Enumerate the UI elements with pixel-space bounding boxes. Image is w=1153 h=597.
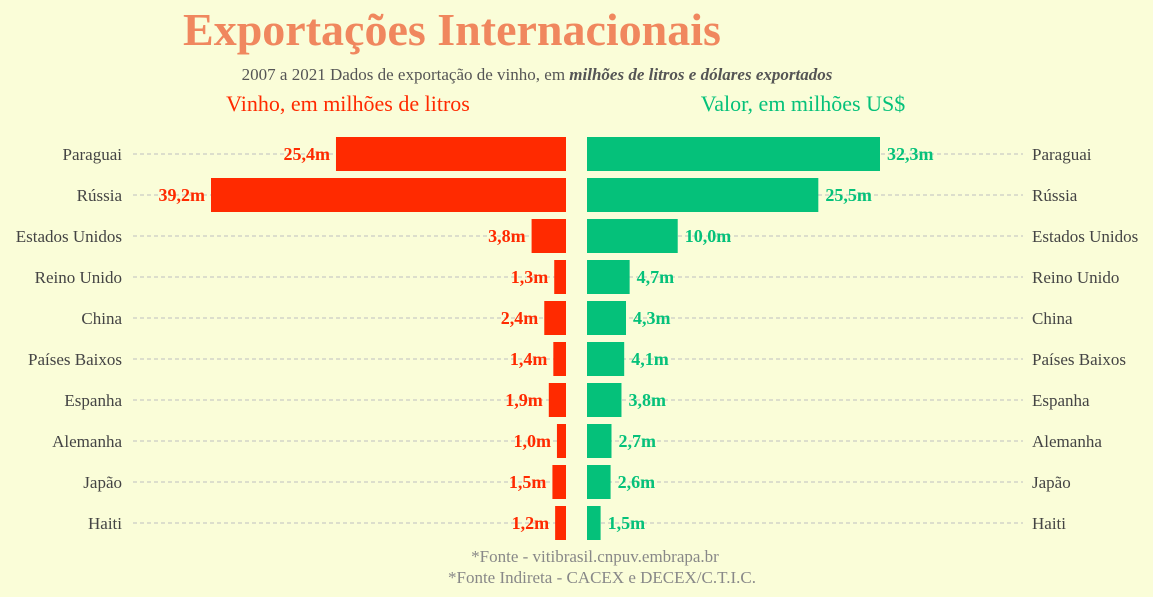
- volume-bar: [552, 465, 566, 499]
- volume-bar: [548, 383, 566, 417]
- volume-data-label: 1,2m: [512, 513, 550, 533]
- value-data-label: 10,0m: [685, 226, 732, 246]
- volume-data-label: 2,4m: [501, 308, 539, 328]
- value-data-label: 1,5m: [608, 513, 646, 533]
- footnote-source: *Fonte - vitibrasil.cnpuv.embrapa.br: [471, 547, 719, 566]
- value-data-label: 2,7m: [618, 431, 656, 451]
- right-category-label: Espanha: [1032, 391, 1090, 410]
- value-bar: [587, 137, 880, 171]
- volume-data-label: 1,3m: [511, 267, 549, 287]
- value-data-label: 3,8m: [628, 390, 666, 410]
- right-category-label: Haiti: [1032, 514, 1066, 533]
- right-category-label: China: [1032, 309, 1073, 328]
- volume-bar: [335, 137, 566, 171]
- value-data-label: 2,6m: [618, 472, 656, 492]
- left-panel-title: Vinho, em milhões de litros: [226, 91, 470, 116]
- right-panel-value: 32,3m Paraguai 25,5m Rússia 10,0m Estados Uni…: [587, 137, 1138, 540]
- right-category-label: Paraguai: [1032, 145, 1092, 164]
- left-category-label: China: [81, 309, 122, 328]
- value-bar: [587, 301, 627, 335]
- value-data-label: 25,5m: [825, 185, 872, 205]
- chart-subtitle: 2007 a 2021 Dados de exportação de vinho…: [242, 65, 833, 84]
- right-category-label: Países Baixos: [1032, 350, 1126, 369]
- volume-data-label: 1,9m: [505, 390, 543, 410]
- value-bar: [587, 506, 601, 540]
- volume-bar: [556, 424, 566, 458]
- left-category-label: Paraguai: [63, 145, 123, 164]
- volume-bar: [553, 342, 566, 376]
- value-data-label: 4,3m: [633, 308, 671, 328]
- value-data-label: 4,1m: [631, 349, 669, 369]
- footnote-indirect-source: *Fonte Indireta - CACEX e DECEX/C.T.I.C.: [448, 568, 756, 587]
- volume-data-label: 1,0m: [513, 431, 551, 451]
- value-bar: [587, 219, 678, 253]
- left-category-label: Reino Unido: [35, 268, 122, 287]
- volume-data-label: 3,8m: [488, 226, 526, 246]
- right-category-label: Estados Unidos: [1032, 227, 1138, 246]
- volume-bar: [531, 219, 566, 253]
- subtitle-prefix: 2007 a 2021 Dados de exportação de vinho…: [242, 65, 570, 84]
- value-bar: [587, 342, 625, 376]
- left-category-label: Estados Unidos: [16, 227, 122, 246]
- volume-data-label: 1,5m: [509, 472, 547, 492]
- subtitle-emphasis: milhões de litros e dólares exportados: [569, 65, 832, 84]
- chart-title: Exportações Internacionais: [183, 4, 721, 55]
- left-category-label: Haiti: [88, 514, 122, 533]
- value-bar: [587, 465, 611, 499]
- value-bar: [587, 260, 630, 294]
- right-category-label: Japão: [1032, 473, 1071, 492]
- left-panel-volume: Paraguai 25,4m Rússia 39,2m Estados Unidos 3,…: [16, 137, 566, 540]
- volume-bar: [554, 260, 566, 294]
- volume-bar: [555, 506, 566, 540]
- value-data-label: 4,7m: [637, 267, 675, 287]
- volume-data-label: 39,2m: [159, 185, 206, 205]
- value-bar: [587, 424, 612, 458]
- right-category-label: Reino Unido: [1032, 268, 1119, 287]
- volume-bar: [544, 301, 566, 335]
- value-bar: [587, 383, 622, 417]
- right-category-label: Alemanha: [1032, 432, 1102, 451]
- left-category-label: Países Baixos: [28, 350, 122, 369]
- left-category-label: Rússia: [77, 186, 123, 205]
- left-category-label: Japão: [83, 473, 122, 492]
- left-category-label: Espanha: [64, 391, 122, 410]
- right-panel-title: Valor, em milhões US$: [701, 91, 905, 116]
- right-category-label: Rússia: [1032, 186, 1078, 205]
- volume-data-label: 1,4m: [510, 349, 548, 369]
- value-bar: [587, 178, 819, 212]
- volume-bar: [211, 178, 566, 212]
- left-category-label: Alemanha: [52, 432, 122, 451]
- volume-data-label: 25,4m: [283, 144, 330, 164]
- value-data-label: 32,3m: [887, 144, 934, 164]
